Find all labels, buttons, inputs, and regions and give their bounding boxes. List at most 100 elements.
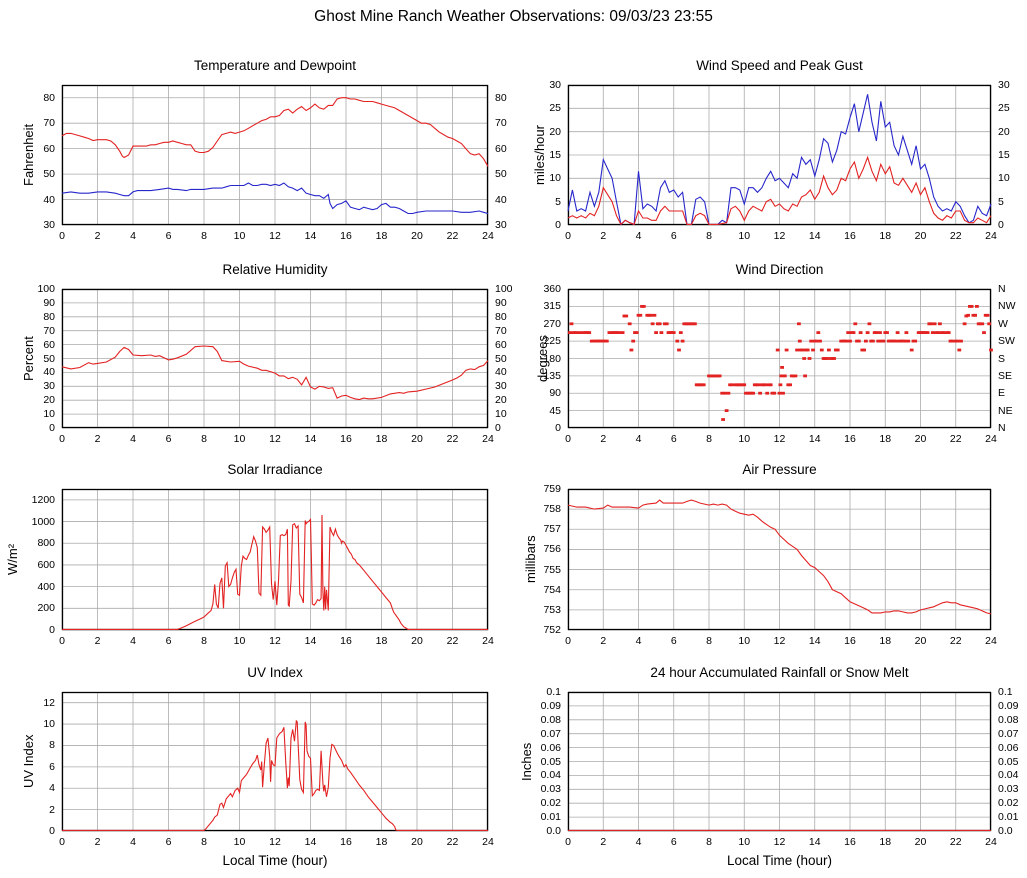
y-tick-label: 200 — [37, 602, 55, 615]
x-tick-label: 0 — [59, 230, 65, 242]
chart-plot — [61, 488, 489, 631]
y-tick-label: 4 — [49, 782, 55, 795]
y-tick-label: 30 — [549, 79, 561, 91]
y-tick-label: 40 — [43, 193, 55, 206]
x-tick-label: 6 — [165, 230, 172, 242]
x-tick-label: 18 — [879, 230, 892, 242]
y-tick-label: 0 — [555, 422, 561, 434]
y-tick-label: 0.06 — [540, 741, 561, 754]
x-tick-label: 2 — [94, 836, 101, 848]
y-tick-label-right: 30 — [495, 219, 507, 231]
x-tick-label: 14 — [808, 635, 821, 647]
y-tick-label: 90 — [43, 296, 55, 309]
x-tick-label: 22 — [949, 433, 962, 445]
y-tick-label-right: 10 — [998, 172, 1010, 185]
chart-solar-irradiance: Solar Irradiance W/m² 0 200 400 600 800 1000 120… — [5, 462, 494, 647]
y-tick-label: 270 — [543, 317, 561, 330]
chart-plot — [61, 288, 489, 429]
y-tick-label-right: NE — [998, 404, 1013, 417]
chart-relative-humidity: Relative Humidity Percent 0 0 10 10 20 20 30 30 40… — [21, 262, 513, 445]
x-tick-label: 24 — [985, 433, 997, 445]
x-tick-label: 0 — [565, 836, 571, 848]
y-tick-label: 360 — [543, 283, 561, 295]
y-tick-label-right: SE — [998, 369, 1013, 382]
y-tick-label: 752 — [543, 624, 561, 636]
x-tick-label: 22 — [949, 635, 962, 647]
x-tick-label: 8 — [201, 635, 207, 647]
x-tick-label: 12 — [269, 230, 281, 242]
y-tick-label: 30 — [43, 380, 55, 393]
x-tick-label: 20 — [411, 433, 423, 445]
x-tick-label: 16 — [340, 230, 352, 242]
y-tick-label: 10 — [549, 172, 561, 185]
x-tick-label: 8 — [706, 230, 712, 242]
page-title: Ghost Mine Ranch Weather Observations: 0… — [314, 8, 713, 25]
x-tick-label: 4 — [130, 836, 136, 848]
x-tick-label: 20 — [914, 433, 927, 445]
x-tick-label: 14 — [304, 836, 317, 848]
x-tick-label: 22 — [446, 635, 459, 647]
chart-plot — [567, 288, 993, 429]
series-irradiance — [62, 514, 488, 630]
y-tick-label-right: 0.04 — [998, 769, 1019, 782]
x-tick-label: 6 — [165, 635, 172, 647]
x-tick-label: 16 — [340, 433, 352, 445]
y-tick-label: 80 — [43, 310, 55, 323]
y-tick-label: 400 — [37, 580, 55, 593]
y-tick-label-right: 40 — [495, 366, 507, 379]
y-tick-label-right: 0.01 — [998, 811, 1019, 824]
x-tick-label: 20 — [411, 836, 423, 848]
series-temperature — [61, 97, 489, 167]
x-tick-label: 14 — [304, 635, 317, 647]
y-tick-label: 100 — [37, 283, 55, 295]
y-tick-label-right: 80 — [495, 310, 507, 323]
y-tick-label-right: 70 — [495, 117, 507, 130]
y-axis-label: W/m² — [5, 543, 20, 576]
x-tick-label: 22 — [949, 230, 962, 242]
y-tick-label: 315 — [543, 300, 561, 313]
x-tick-label: 24 — [985, 230, 997, 242]
x-tick-label: 2 — [600, 836, 607, 848]
chart-title: UV Index — [247, 665, 303, 680]
x-tick-label: 24 — [985, 635, 997, 647]
y-tick-label-right: 30 — [998, 79, 1010, 91]
y-tick-label: 757 — [543, 523, 561, 536]
y-tick-label: 30 — [43, 219, 55, 231]
chart-wind-direction: Wind Direction degrees 0 N 45 NE 90 E 135 SE 180 S 2… — [535, 262, 1016, 445]
chart-title: Relative Humidity — [222, 262, 328, 277]
y-tick-label: 0.1 — [546, 686, 561, 698]
x-tick-label: 6 — [670, 635, 677, 647]
x-tick-label: 16 — [844, 433, 856, 445]
x-tick-label: 8 — [201, 836, 207, 848]
y-tick-label: 758 — [543, 503, 561, 516]
y-tick-label: 135 — [543, 369, 561, 382]
x-tick-label: 8 — [706, 635, 712, 647]
x-tick-label: 12 — [773, 836, 786, 848]
y-tick-label: 800 — [37, 537, 55, 550]
y-tick-label-right: 60 — [495, 142, 507, 155]
y-tick-label: 225 — [543, 335, 561, 348]
chart-plot — [61, 691, 489, 832]
chart-rainfall: 24 hour Accumulated Rainfall or Snow Mel… — [519, 665, 1018, 868]
chart-title: Wind Direction — [735, 262, 824, 277]
x-tick-label: 10 — [233, 433, 246, 445]
y-tick-label-right: 0.0 — [998, 825, 1013, 837]
series-wind-speed — [567, 155, 992, 226]
y-tick-label: 50 — [43, 352, 55, 365]
y-tick-label: 20 — [549, 125, 561, 138]
y-tick-label-right: 5 — [998, 195, 1004, 208]
chart-wind-speed-gust: Wind Speed and Peak Gust miles/hour 0 0 5 5 10… — [532, 58, 1010, 242]
y-tick-label: 0.07 — [540, 727, 561, 740]
y-tick-label: 20 — [43, 394, 55, 407]
x-tick-label: 20 — [914, 836, 927, 848]
x-tick-label: 6 — [670, 230, 677, 242]
x-tick-label: 18 — [375, 230, 388, 242]
x-tick-label: 20 — [914, 230, 927, 242]
y-tick-label: 45 — [549, 404, 561, 417]
x-tick-label: 8 — [201, 230, 207, 242]
y-tick-label: 10 — [43, 408, 55, 421]
x-tick-label: 16 — [340, 836, 352, 848]
x-tick-label: 14 — [304, 230, 317, 242]
y-tick-label: 755 — [543, 563, 561, 576]
